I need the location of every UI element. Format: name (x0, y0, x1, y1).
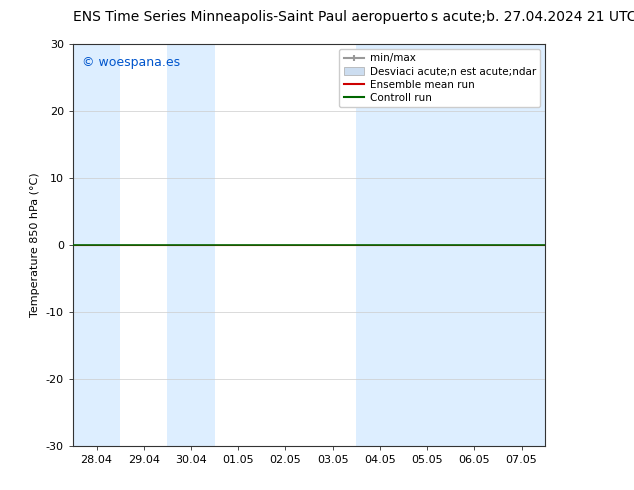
Text: ENS Time Series Minneapolis-Saint Paul aeropuerto: ENS Time Series Minneapolis-Saint Paul a… (73, 10, 429, 24)
Bar (451, 44, 545, 446)
Bar (167, 44, 214, 446)
Bar (73, 44, 120, 446)
Text: © woespana.es: © woespana.es (82, 56, 181, 69)
Legend: min/max, Desviaci acute;n est acute;ndar, Ensemble mean run, Controll run: min/max, Desviaci acute;n est acute;ndar… (339, 49, 540, 107)
Bar (356, 44, 451, 446)
Text: s acute;b. 27.04.2024 21 UTC: s acute;b. 27.04.2024 21 UTC (431, 10, 634, 24)
Y-axis label: Temperature 850 hPa (°C): Temperature 850 hPa (°C) (30, 172, 40, 318)
